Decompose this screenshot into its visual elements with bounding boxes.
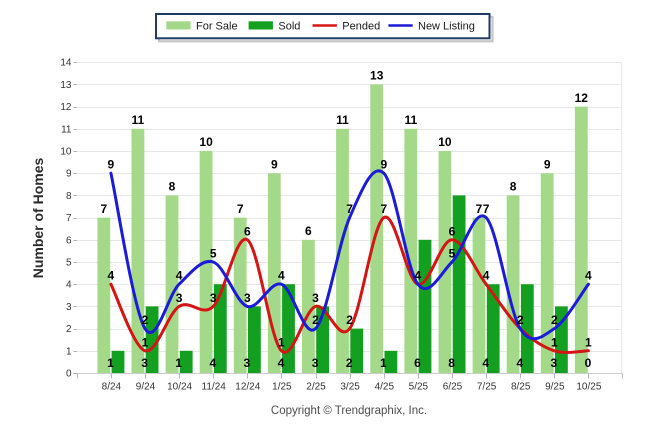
svg-text:7: 7 — [380, 202, 387, 216]
svg-text:7/25: 7/25 — [477, 382, 497, 393]
svg-text:10: 10 — [438, 135, 452, 149]
svg-text:1: 1 — [380, 356, 387, 370]
svg-text:1: 1 — [66, 346, 72, 357]
svg-text:10/24: 10/24 — [167, 382, 192, 393]
svg-text:Copyright © Trendgraphix, Inc.: Copyright © Trendgraphix, Inc. — [271, 405, 427, 417]
svg-text:3: 3 — [176, 291, 183, 305]
svg-text:11: 11 — [404, 113, 417, 127]
svg-text:1: 1 — [278, 335, 285, 349]
svg-text:Sold: Sold — [278, 20, 300, 32]
svg-text:8/24: 8/24 — [102, 382, 122, 393]
svg-text:6: 6 — [66, 235, 72, 246]
svg-text:12: 12 — [60, 102, 72, 113]
svg-text:1: 1 — [107, 356, 114, 370]
svg-text:3: 3 — [141, 356, 148, 370]
svg-text:4: 4 — [278, 356, 285, 370]
svg-text:4: 4 — [209, 356, 216, 370]
svg-text:5: 5 — [210, 247, 217, 261]
svg-text:1: 1 — [142, 335, 149, 349]
svg-text:5: 5 — [66, 258, 72, 269]
svg-text:7: 7 — [237, 202, 244, 216]
svg-text:4: 4 — [415, 269, 422, 283]
svg-text:1/25: 1/25 — [272, 382, 292, 393]
svg-text:5: 5 — [449, 247, 456, 261]
svg-text:4: 4 — [66, 280, 72, 291]
svg-text:4: 4 — [483, 269, 490, 283]
svg-text:3: 3 — [312, 291, 319, 305]
svg-text:10/25: 10/25 — [576, 382, 601, 393]
svg-text:2: 2 — [551, 313, 558, 327]
svg-text:11: 11 — [61, 124, 72, 135]
svg-text:9: 9 — [271, 157, 278, 171]
svg-text:1: 1 — [551, 335, 558, 349]
svg-text:8/25: 8/25 — [511, 382, 531, 393]
svg-text:8: 8 — [510, 180, 517, 194]
svg-text:6/25: 6/25 — [443, 382, 463, 393]
svg-text:2: 2 — [517, 313, 524, 327]
svg-text:4: 4 — [516, 356, 523, 370]
svg-text:8: 8 — [66, 191, 72, 202]
svg-text:11: 11 — [336, 113, 349, 127]
svg-text:3: 3 — [551, 356, 558, 370]
svg-text:2: 2 — [142, 313, 149, 327]
svg-text:9: 9 — [380, 158, 387, 172]
svg-text:0: 0 — [66, 369, 72, 380]
svg-text:4/25: 4/25 — [375, 382, 395, 393]
svg-text:7: 7 — [483, 202, 490, 216]
svg-text:1: 1 — [585, 335, 592, 349]
svg-text:7: 7 — [66, 213, 72, 224]
svg-text:11: 11 — [132, 113, 145, 127]
svg-text:0: 0 — [585, 356, 592, 370]
svg-text:6: 6 — [449, 224, 456, 238]
svg-text:4: 4 — [176, 269, 183, 283]
svg-text:4: 4 — [278, 269, 285, 283]
svg-text:12/24: 12/24 — [235, 382, 260, 393]
svg-text:4: 4 — [482, 356, 489, 370]
svg-text:8: 8 — [169, 180, 176, 194]
svg-text:13: 13 — [60, 80, 72, 91]
svg-text:9: 9 — [108, 158, 115, 172]
svg-text:2/25: 2/25 — [306, 382, 326, 393]
svg-text:New Listing: New Listing — [418, 20, 475, 32]
svg-text:3: 3 — [312, 356, 319, 370]
svg-text:9/25: 9/25 — [545, 382, 565, 393]
svg-text:3: 3 — [244, 356, 251, 370]
svg-text:14: 14 — [60, 58, 72, 69]
svg-text:4: 4 — [108, 269, 115, 283]
svg-text:2: 2 — [346, 313, 353, 327]
svg-text:2: 2 — [66, 324, 72, 335]
svg-text:2: 2 — [517, 313, 524, 327]
svg-text:10: 10 — [60, 147, 72, 158]
svg-text:2: 2 — [346, 356, 353, 370]
svg-text:3: 3 — [66, 302, 72, 313]
svg-text:For Sale: For Sale — [196, 20, 238, 32]
svg-text:2: 2 — [312, 313, 319, 327]
svg-text:7: 7 — [476, 202, 483, 216]
svg-text:1: 1 — [175, 356, 182, 370]
svg-text:10: 10 — [199, 135, 213, 149]
svg-text:3: 3 — [210, 291, 217, 305]
svg-text:4: 4 — [585, 269, 592, 283]
svg-text:8: 8 — [448, 356, 455, 370]
svg-text:9: 9 — [66, 169, 72, 180]
svg-text:7: 7 — [346, 202, 353, 216]
svg-text:6: 6 — [244, 224, 251, 238]
svg-text:11/24: 11/24 — [202, 382, 227, 393]
svg-text:Pended: Pended — [342, 20, 380, 32]
svg-text:3/25: 3/25 — [340, 382, 360, 393]
svg-text:9: 9 — [544, 157, 551, 171]
svg-text:6: 6 — [414, 356, 421, 370]
svg-text:4: 4 — [415, 269, 422, 283]
svg-text:7: 7 — [100, 202, 107, 216]
svg-text:5/25: 5/25 — [409, 382, 429, 393]
svg-text:12: 12 — [575, 91, 589, 105]
svg-text:9/24: 9/24 — [136, 382, 156, 393]
svg-text:Number of Homes: Number of Homes — [30, 158, 46, 279]
svg-text:13: 13 — [370, 69, 384, 83]
svg-text:6: 6 — [305, 224, 312, 238]
svg-text:3: 3 — [244, 291, 251, 305]
